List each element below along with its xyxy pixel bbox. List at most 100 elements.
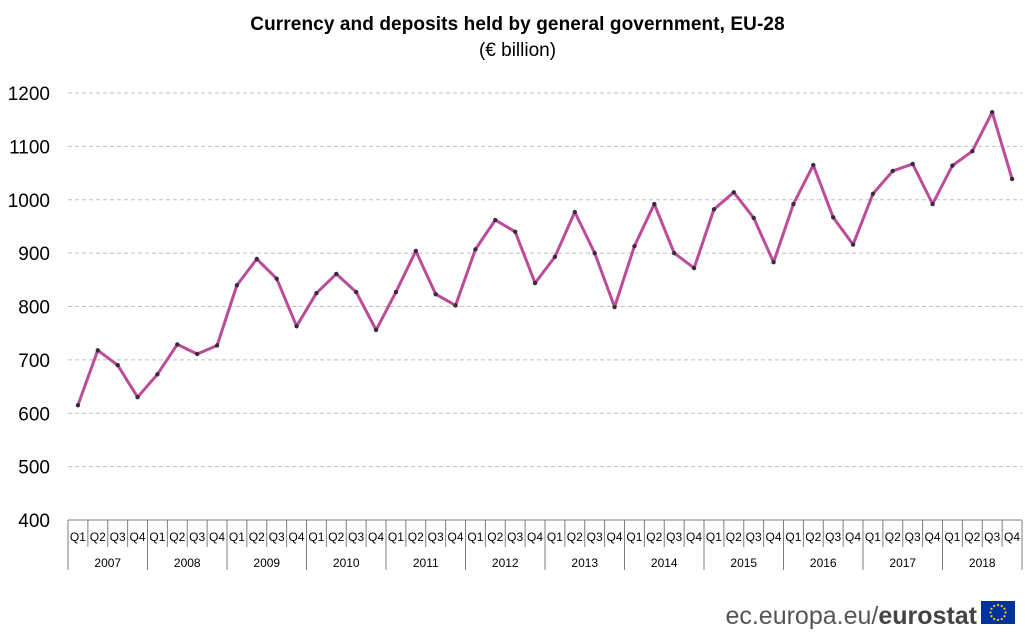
source-credit: ec.europa.eu/eurostat [725,601,1015,631]
year-label: 2011 [413,556,439,570]
quarter-label: Q1 [865,530,881,544]
quarter-label: Q4 [607,530,623,544]
data-point [254,256,260,262]
data-point [671,250,677,256]
quarter-label: Q3 [666,530,682,544]
data-point [850,242,856,247]
quarter-label: Q3 [984,530,1000,544]
flag-star-icon [1000,604,1003,608]
data-point [711,207,717,212]
flag-star-icon [989,611,992,614]
quarter-label: Q3 [746,530,762,544]
data-point [353,289,359,295]
quarter-label: Q4 [130,530,146,544]
year-label: 2007 [94,556,121,570]
quarter-label: Q1 [944,530,960,544]
quarter-label: Q1 [308,530,324,544]
eu-flag-icon [981,601,1015,631]
y-tick-label: 900 [18,244,50,265]
quarter-label: Q1 [547,530,563,544]
quarter-label: Q1 [388,530,404,544]
year-label: 2018 [969,556,996,570]
quarter-label: Q3 [905,530,921,544]
quarter-label: Q3 [269,530,285,544]
quarter-label: Q4 [845,530,861,544]
quarter-label: Q3 [348,530,364,544]
flag-star-icon [1003,607,1006,610]
data-point [433,292,438,297]
data-point [194,351,200,357]
quarter-label: Q2 [726,530,742,544]
data-point [930,201,935,207]
year-label: 2014 [651,556,678,570]
quarter-label: Q4 [686,530,702,544]
flag-star-icon [1000,617,1003,621]
data-point [155,372,160,377]
flag-star-icon [990,607,993,610]
chart-title: Currency and deposits held by general go… [250,14,785,35]
data-point [493,217,498,223]
year-label: 2009 [253,556,280,570]
year-label: 2008 [174,556,201,570]
quarter-label: Q4 [289,530,305,544]
quarter-label: Q3 [507,530,523,544]
quarter-label: Q4 [527,530,543,544]
data-point [890,168,896,174]
data-point [771,259,776,265]
y-tick-label: 500 [18,458,50,479]
quarter-label: Q1 [626,530,642,544]
data-point [830,215,836,220]
data-point [731,190,737,195]
quarter-label: Q3 [587,530,603,544]
year-label: 2012 [492,556,519,570]
quarter-label: Q1 [70,530,86,544]
flag-star-icon [1004,611,1007,614]
data-point [453,303,458,308]
data-point [314,290,319,296]
quarter-label: Q2 [90,530,106,544]
data-point [552,254,558,260]
quarter-label: Q3 [428,530,444,544]
flag-star-icon [996,618,1000,622]
flag-star-icon [993,604,996,608]
y-tick-label: 1000 [8,191,50,212]
data-point [95,348,101,353]
y-tick-label: 800 [18,298,50,319]
year-label: 2017 [889,556,916,570]
year-label: 2015 [730,556,757,570]
quarter-label: Q2 [408,530,424,544]
quarter-label: Q2 [646,530,662,544]
data-point [512,229,518,234]
data-point [413,248,419,254]
data-point [274,276,279,281]
quarter-label: Q4 [448,530,464,544]
quarter-label: Q2 [328,530,344,544]
data-point [214,343,220,348]
flag-star-icon [990,615,993,618]
quarter-label: Q2 [567,530,583,544]
data-point [175,342,180,347]
data-point [989,110,995,115]
data-point [632,243,637,249]
data-point [950,163,955,168]
data-point [910,161,915,167]
quarter-label: Q2 [249,530,265,544]
flag-star-icon [993,617,996,621]
data-point [592,250,597,256]
data-point [791,201,796,207]
data-point [393,289,399,295]
data-point [75,403,81,408]
quarter-label: Q1 [229,530,245,544]
y-tick-label: 1100 [9,137,50,158]
chart-subtitle: (€ billion) [478,40,557,61]
quarter-label: Q2 [487,530,503,544]
y-tick-label: 400 [18,511,50,532]
data-point [234,282,240,288]
data-point [612,304,617,310]
data-point [870,191,876,197]
quarter-label: Q2 [964,530,980,544]
data-point [970,148,975,154]
series-line [76,110,1014,406]
data-point [373,327,379,333]
